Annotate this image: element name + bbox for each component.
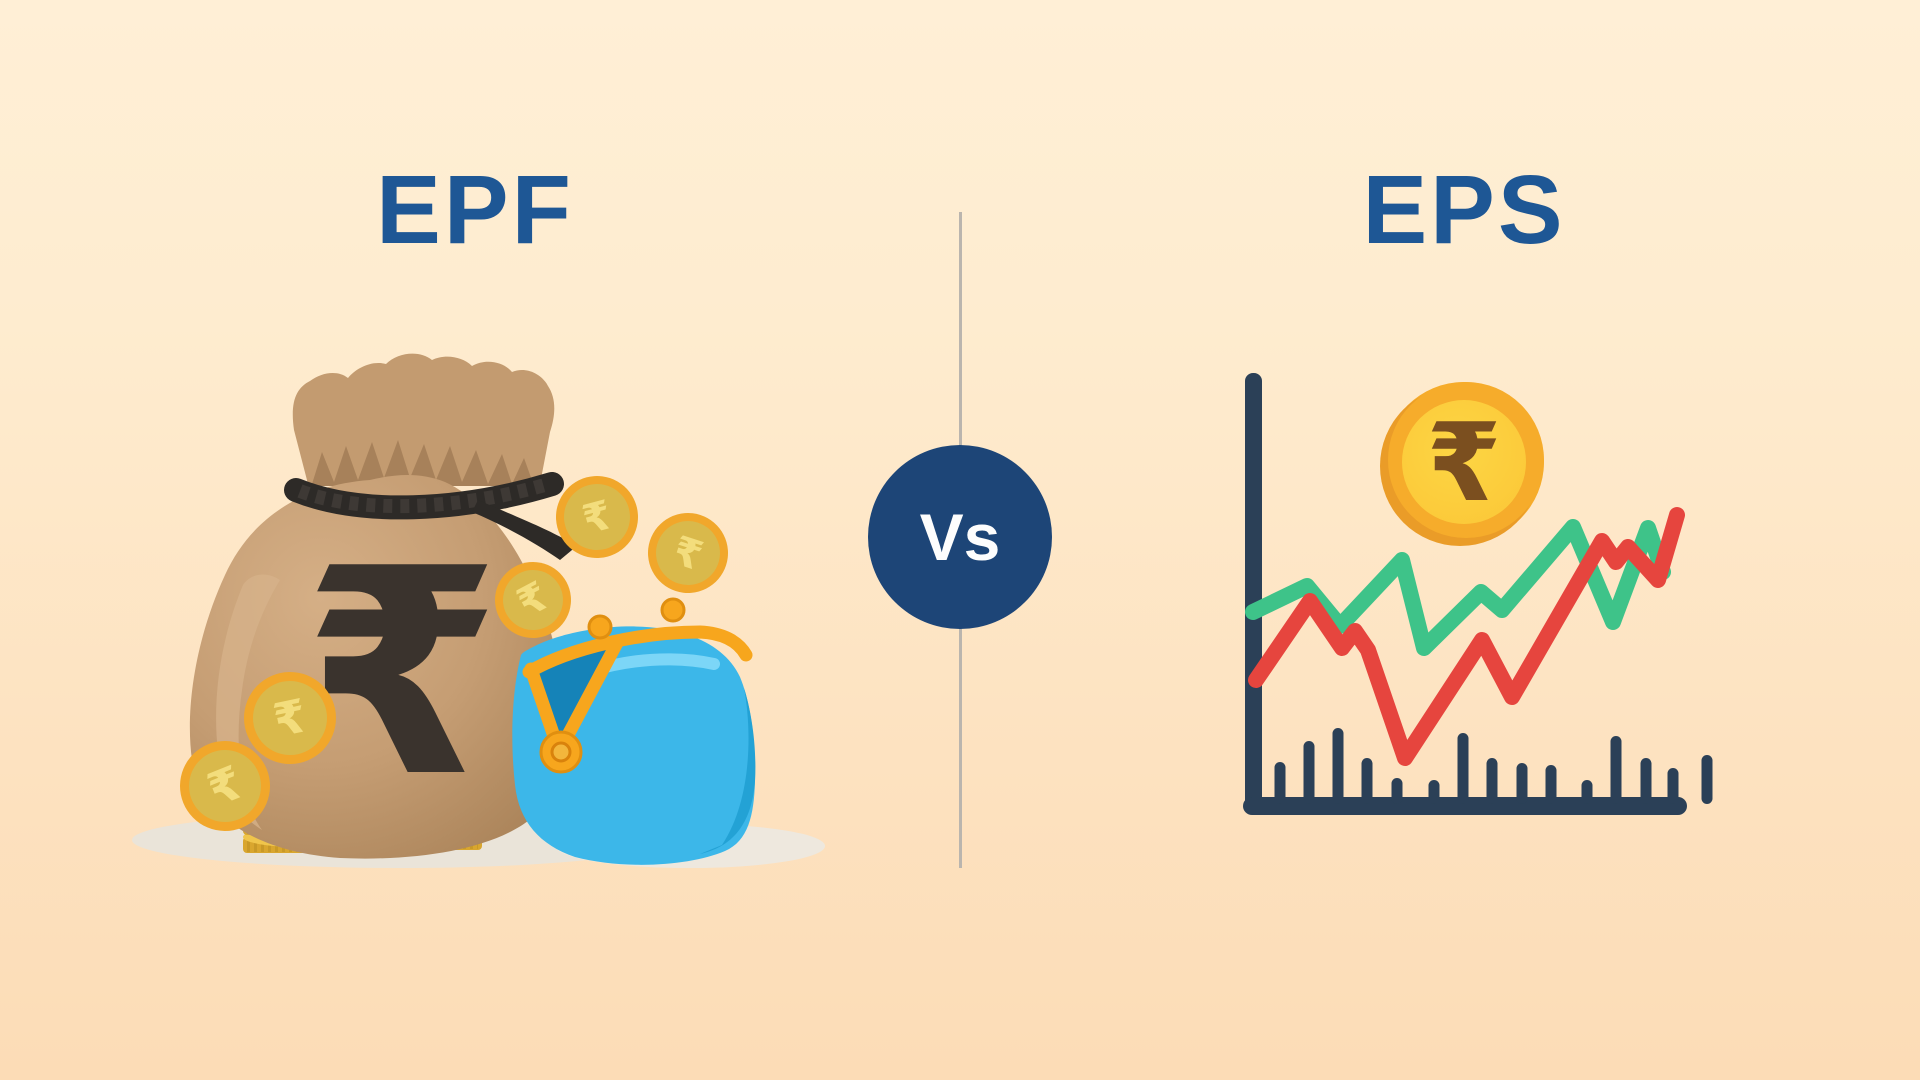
chart-bar <box>1610 736 1622 804</box>
chart-bar <box>1303 741 1315 804</box>
bag-rupee-icon: ₹ <box>303 508 501 840</box>
vs-badge: Vs <box>868 445 1052 629</box>
chart-bar <box>1457 733 1469 804</box>
bag-folds <box>312 440 534 486</box>
chart-bar <box>1516 763 1528 804</box>
bag-rope <box>284 472 564 520</box>
rupee-coin-flying-right: ₹ <box>648 513 728 593</box>
purse-frame-arc <box>522 625 753 679</box>
coin-face <box>564 484 630 550</box>
coin-face <box>1402 400 1526 524</box>
chart-bar <box>1274 762 1286 804</box>
vs-label: Vs <box>919 500 1001 574</box>
chart-bar <box>1391 778 1403 804</box>
rupee-coin-flying-top: ₹ <box>556 476 638 558</box>
chart-bar <box>1332 728 1344 804</box>
chart-rupee-coin: ₹ <box>1380 382 1544 546</box>
chart-bars <box>1274 728 1713 804</box>
coin-face <box>253 681 327 755</box>
coin-face <box>189 750 261 822</box>
chart-bar <box>1428 780 1440 804</box>
green-trend-line <box>1245 519 1671 656</box>
purse-knob-left <box>587 614 613 640</box>
chart-bar <box>1545 765 1557 804</box>
chart-x-axis <box>1243 797 1687 815</box>
coin-purse <box>512 597 756 865</box>
bag-rope-braid <box>297 477 550 514</box>
eps-title: EPS <box>1362 155 1566 264</box>
chart-bar <box>1361 758 1373 804</box>
chart-bar <box>1581 780 1593 804</box>
coin-face <box>503 570 563 630</box>
purse-knob-right <box>660 597 686 623</box>
chart-bar <box>1486 758 1498 804</box>
rupee-icon: ₹ <box>1426 401 1501 526</box>
epf-title: EPF <box>376 155 574 264</box>
purse-medallion-center <box>550 741 572 763</box>
chart-bar <box>1640 758 1652 804</box>
red-trend-line <box>1248 507 1685 766</box>
trend-chart: ₹ <box>1243 373 1713 815</box>
purse-frame-inner <box>553 636 624 757</box>
coin-face <box>656 521 720 585</box>
purse-shade <box>700 688 756 854</box>
bag-rope-tail <box>472 500 578 560</box>
rupee-coin-ground-left: ₹ <box>180 741 270 831</box>
rupee-coin-flying-left: ₹ <box>495 562 571 638</box>
chart-y-axis <box>1245 373 1262 813</box>
chart-bar <box>1667 768 1679 804</box>
bag-top <box>292 353 555 484</box>
chart-bar <box>1701 755 1713 804</box>
rupee-coin-ground-front: ₹ <box>244 672 336 764</box>
